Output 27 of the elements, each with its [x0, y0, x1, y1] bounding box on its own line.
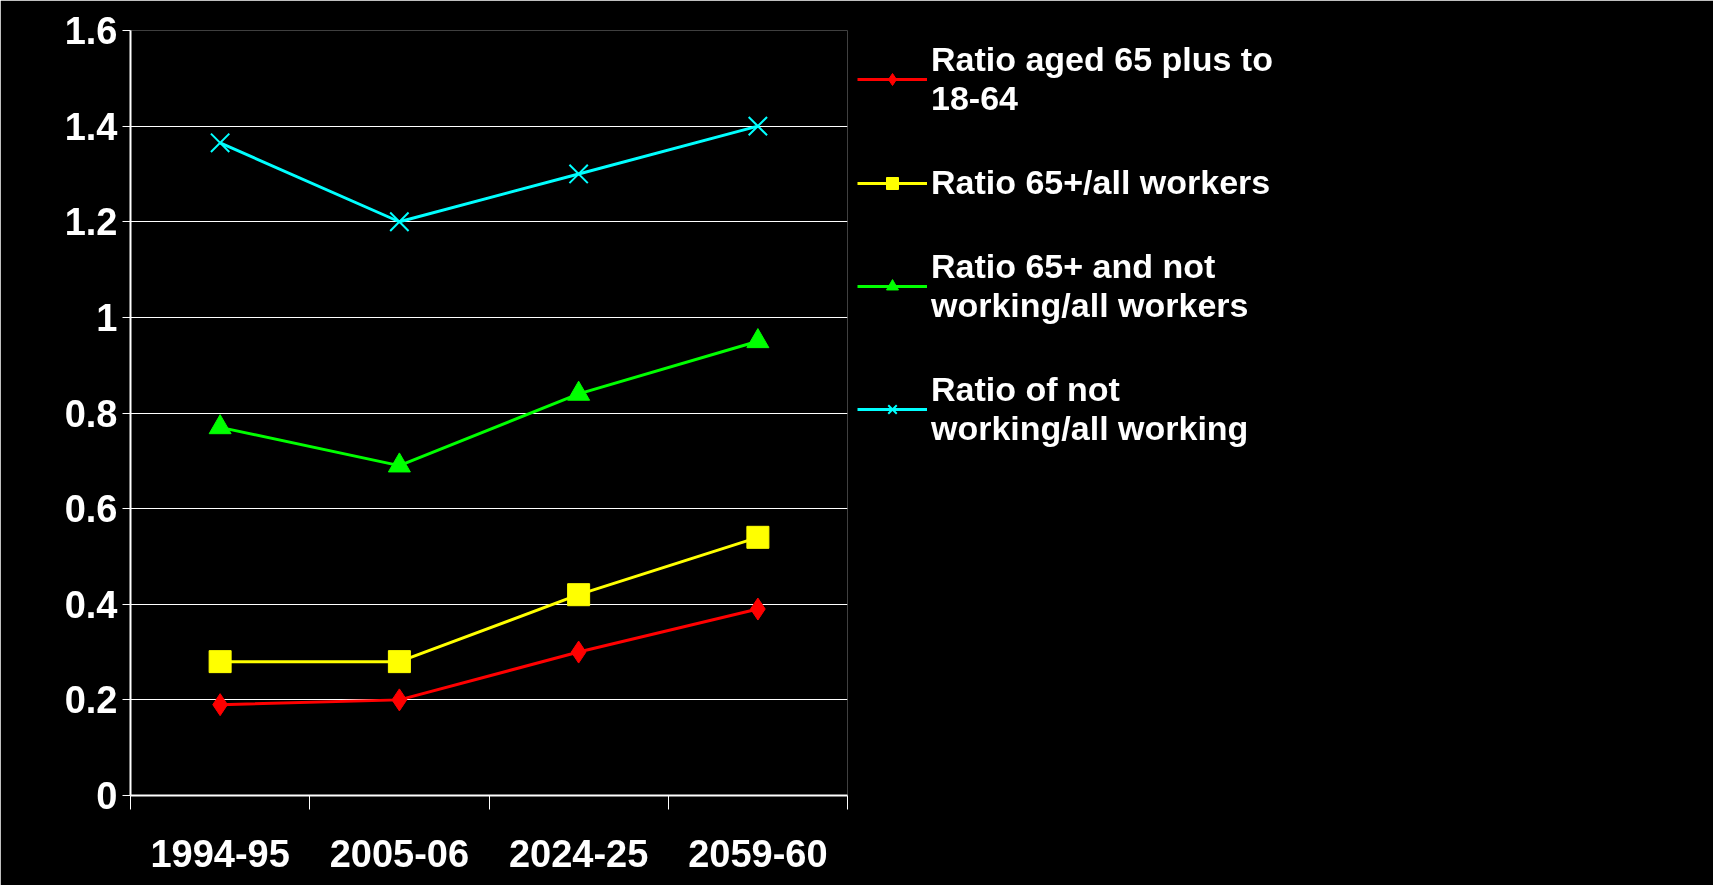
x-tick-label: 2059-60 — [688, 832, 828, 875]
y-tick-label: 0.2 — [64, 679, 118, 722]
point — [570, 640, 587, 664]
point — [208, 650, 232, 674]
point — [209, 132, 231, 154]
legend-label: Ratio aged 65 plus to 18-64 — [931, 40, 1273, 118]
point — [567, 583, 591, 607]
legend-label: Ratio of not working/all working — [931, 370, 1249, 448]
y-tick-label: 0.6 — [64, 488, 118, 531]
y-tick-label: 0.4 — [64, 583, 118, 626]
legend-label: Ratio 65+ and not working/all workers — [931, 247, 1249, 325]
legend-label: Ratio 65+/all workers — [931, 163, 1271, 202]
y-tick-label: 1 — [96, 296, 118, 339]
y-tick-label: 1.2 — [64, 201, 118, 244]
point — [746, 525, 770, 549]
x-tick-label: 2024-25 — [508, 832, 649, 875]
point — [387, 650, 411, 674]
x-tick-label: 1994-95 — [150, 832, 290, 875]
y-tick-label: 1.6 — [64, 10, 118, 52]
point — [568, 163, 589, 185]
x-tick-label: 2005-06 — [329, 832, 470, 875]
point — [389, 211, 410, 232]
y-tick-label: 0.8 — [64, 392, 118, 435]
y-tick-label: 1.4 — [64, 105, 118, 148]
point — [747, 115, 769, 137]
y-tick-label: 0 — [96, 775, 118, 817]
point — [391, 688, 408, 712]
